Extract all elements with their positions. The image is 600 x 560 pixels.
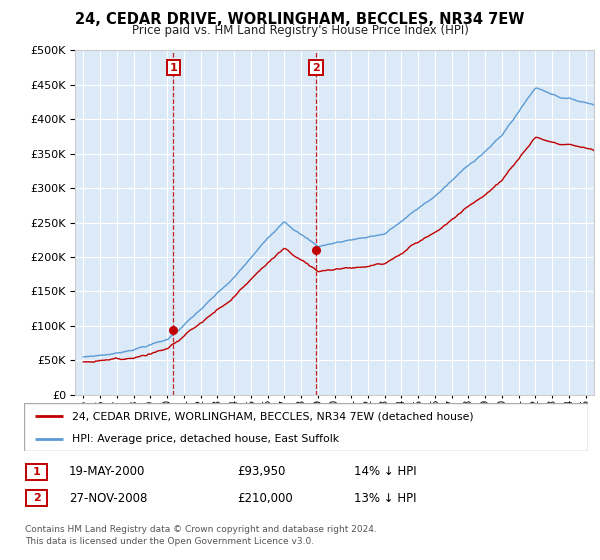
Text: 1: 1: [170, 63, 178, 73]
Text: 14% ↓ HPI: 14% ↓ HPI: [354, 465, 416, 478]
Text: 2: 2: [312, 63, 320, 73]
Text: Contains HM Land Registry data © Crown copyright and database right 2024.
This d: Contains HM Land Registry data © Crown c…: [25, 525, 377, 546]
FancyBboxPatch shape: [26, 491, 47, 506]
FancyBboxPatch shape: [26, 464, 47, 479]
Text: 27-NOV-2008: 27-NOV-2008: [69, 492, 148, 505]
FancyBboxPatch shape: [24, 403, 588, 451]
Text: Price paid vs. HM Land Registry's House Price Index (HPI): Price paid vs. HM Land Registry's House …: [131, 24, 469, 36]
Text: 2: 2: [33, 493, 40, 503]
Text: 24, CEDAR DRIVE, WORLINGHAM, BECCLES, NR34 7EW (detached house): 24, CEDAR DRIVE, WORLINGHAM, BECCLES, NR…: [72, 411, 473, 421]
Text: £210,000: £210,000: [237, 492, 293, 505]
Text: HPI: Average price, detached house, East Suffolk: HPI: Average price, detached house, East…: [72, 434, 339, 444]
Text: 13% ↓ HPI: 13% ↓ HPI: [354, 492, 416, 505]
Text: 1: 1: [33, 466, 40, 477]
Text: £93,950: £93,950: [237, 465, 286, 478]
Text: 24, CEDAR DRIVE, WORLINGHAM, BECCLES, NR34 7EW: 24, CEDAR DRIVE, WORLINGHAM, BECCLES, NR…: [76, 12, 524, 27]
Text: 19-MAY-2000: 19-MAY-2000: [69, 465, 145, 478]
